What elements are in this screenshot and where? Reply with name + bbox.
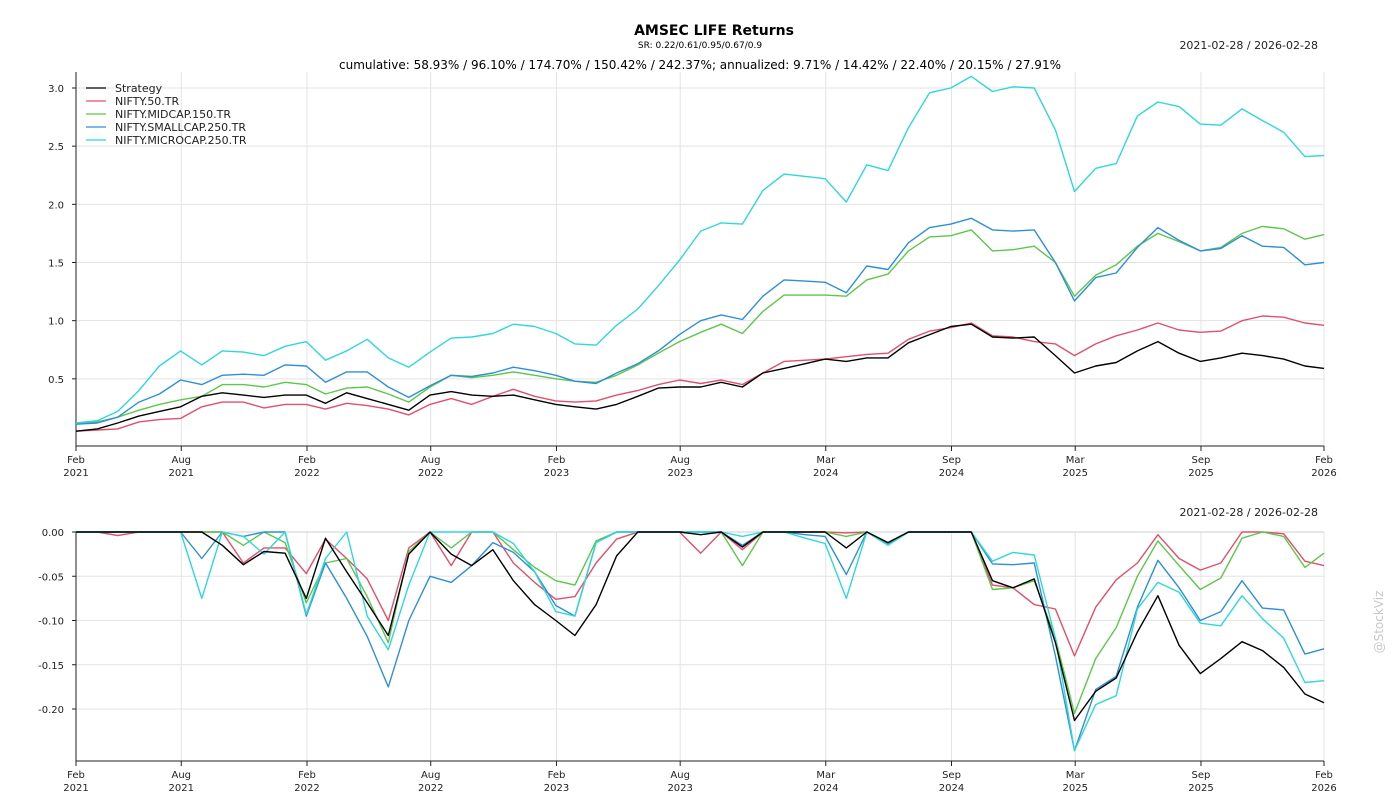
x-tick-label-year: 2023 xyxy=(544,783,569,794)
x-tick-label-month: Aug xyxy=(171,770,191,781)
x-tick-label-month: Sep xyxy=(942,770,961,781)
series-line-nifty-smallcap-250-tr xyxy=(75,217,1325,425)
x-tick-label-year: 2025 xyxy=(1062,783,1087,794)
x-tick-label-year: 2026 xyxy=(1311,468,1336,479)
x-tick-label-month: Sep xyxy=(942,455,961,466)
x-tick-label-month: Mar xyxy=(1066,455,1086,466)
x-tick-label-year: 2022 xyxy=(294,468,319,479)
y-tick-label: -0.15 xyxy=(38,661,64,672)
x-tick-label-year: 2026 xyxy=(1311,783,1336,794)
x-tick-label-month: Feb xyxy=(1315,455,1333,466)
x-tick-label-month: Aug xyxy=(421,770,441,781)
x-tick-label-year: 2023 xyxy=(544,468,569,479)
x-tick-label-month: Mar xyxy=(1066,770,1086,781)
legend-label: NIFTY.MIDCAP.150.TR xyxy=(115,108,231,121)
drawdown-panel: Feb 2021 Aug 2021 Feb 2022 Aug 2022 Feb 2023 Aug 20… xyxy=(38,528,1337,794)
cumulative-returns-line: cumulative: 58.93% / 96.10% / 174.70% / … xyxy=(339,58,1061,72)
y-tick-label: 2.5 xyxy=(48,142,64,153)
x-tick-label-year: 2025 xyxy=(1062,468,1087,479)
legend: StrategyNIFTY.50.TRNIFTY.MIDCAP.150.TRNI… xyxy=(86,82,247,147)
legend-label: NIFTY.50.TR xyxy=(115,95,180,108)
series-line-nifty-microcap-250-tr xyxy=(75,75,1325,424)
y-tick-label: 0.5 xyxy=(48,375,64,386)
y-tick-label: 1.0 xyxy=(48,317,64,328)
series-line-strategy xyxy=(76,531,1325,722)
x-tick-label-year: 2021 xyxy=(169,783,194,794)
date-range-top: 2021-02-28 / 2026-02-28 xyxy=(1179,39,1318,52)
legend-label: Strategy xyxy=(115,82,163,95)
x-tick-label-month: Sep xyxy=(1192,455,1211,466)
x-tick-label-month: Aug xyxy=(421,455,441,466)
series-line-strategy xyxy=(75,323,1325,432)
y-tick-label: 3.0 xyxy=(48,84,64,95)
x-tick-label-month: Mar xyxy=(816,770,836,781)
x-tick-label-year: 2022 xyxy=(294,783,319,794)
y-tick-label: 2.0 xyxy=(48,200,64,211)
x-tick-label-year: 2022 xyxy=(418,783,443,794)
returns-panel: Feb 2021 Aug 2021 Feb 2022 Aug 2022 Feb 2023 Aug 20… xyxy=(48,72,1337,479)
x-tick-label-year: 2023 xyxy=(667,468,692,479)
x-tick-label-month: Feb xyxy=(67,770,85,781)
x-tick-label-year: 2024 xyxy=(939,783,964,794)
x-tick-label-month: Mar xyxy=(816,455,836,466)
y-tick-label: 0.00 xyxy=(42,528,64,539)
x-tick-label-year: 2021 xyxy=(169,468,194,479)
x-tick-label-month: Feb xyxy=(298,770,316,781)
y-tick-label: -0.10 xyxy=(38,617,64,628)
x-tick-label-month: Feb xyxy=(1315,770,1333,781)
series-line-nifty-midcap-150-tr xyxy=(76,531,1325,715)
series-line-nifty-smallcap-250-tr xyxy=(76,531,1325,752)
x-tick-label-year: 2025 xyxy=(1188,468,1213,479)
x-tick-label-month: Sep xyxy=(1192,770,1211,781)
x-tick-label-year: 2024 xyxy=(813,468,838,479)
series-line-nifty-50-tr xyxy=(75,315,1325,432)
chart-title: AMSEC LIFE Returns xyxy=(634,23,794,39)
legend-label: NIFTY.SMALLCAP.250.TR xyxy=(115,121,246,134)
x-tick-label-month: Feb xyxy=(67,455,85,466)
series-line-nifty-midcap-150-tr xyxy=(75,225,1325,424)
x-tick-label-month: Aug xyxy=(670,455,690,466)
legend-label: NIFTY.MICROCAP.250.TR xyxy=(115,134,247,147)
y-tick-label: -0.20 xyxy=(38,705,64,716)
series-line-nifty-microcap-250-tr xyxy=(76,531,1325,752)
x-tick-label-year: 2022 xyxy=(418,468,443,479)
x-tick-label-year: 2021 xyxy=(63,783,88,794)
x-tick-label-year: 2024 xyxy=(813,783,838,794)
y-tick-label: -0.05 xyxy=(38,572,64,583)
x-tick-label-year: 2024 xyxy=(939,468,964,479)
x-tick-label-year: 2021 xyxy=(63,468,88,479)
y-tick-label: 1.5 xyxy=(48,259,64,270)
x-tick-label-year: 2023 xyxy=(667,783,692,794)
x-tick-label-month: Feb xyxy=(548,455,566,466)
x-tick-label-month: Aug xyxy=(171,455,191,466)
x-tick-label-month: Feb xyxy=(548,770,566,781)
x-tick-label-month: Feb xyxy=(298,455,316,466)
sharpe-ratio-line: SR: 0.22/0.61/0.95/0.67/0.9 xyxy=(638,41,762,51)
x-tick-label-year: 2025 xyxy=(1188,783,1213,794)
date-range-bottom: 2021-02-28 / 2026-02-28 xyxy=(1179,506,1318,519)
x-tick-label-month: Aug xyxy=(670,770,690,781)
watermark: @StockViz xyxy=(1372,591,1386,654)
series-line-nifty-50-tr xyxy=(76,531,1325,657)
